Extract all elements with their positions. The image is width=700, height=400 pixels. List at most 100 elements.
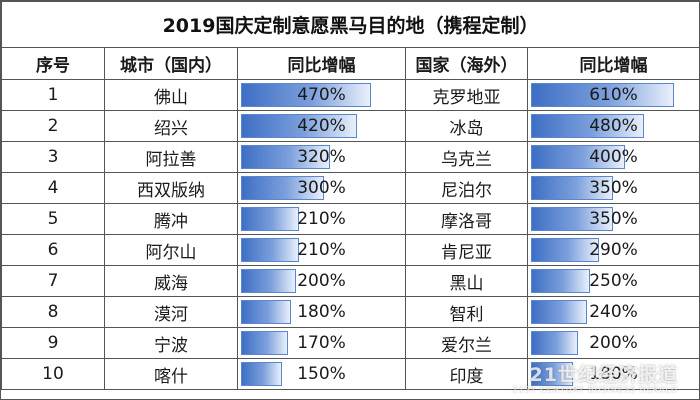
growth-value: 180% <box>589 364 638 384</box>
cell-city: 漠河 <box>104 296 238 328</box>
cell-country: 肯尼亚 <box>405 234 528 266</box>
cell-rank: 9 <box>1 327 105 359</box>
cell-city: 宁波 <box>104 327 238 359</box>
cell-country-growth: 480% <box>526 110 700 142</box>
table-row: 7 威海 200% 黑山 250% <box>1 265 700 297</box>
growth-value: 210% <box>297 240 346 260</box>
growth-value: 300% <box>297 178 346 198</box>
title-row: 2019国庆定制意愿黑马目的地（携程定制） <box>0 1 700 48</box>
cell-city-growth: 150% <box>237 358 406 390</box>
growth-value: 350% <box>589 209 638 229</box>
cell-country-growth: 400% <box>526 141 700 173</box>
header-city: 城市（国内） <box>104 47 238 80</box>
growth-bar <box>531 114 644 138</box>
cell-country: 摩洛哥 <box>405 203 528 235</box>
growth-bar <box>241 269 296 293</box>
growth-value: 240% <box>589 302 638 322</box>
cell-city: 佛山 <box>104 79 238 111</box>
growth-value: 350% <box>589 178 638 198</box>
growth-value: 150% <box>297 364 346 384</box>
cell-country-growth: 250% <box>526 265 700 297</box>
growth-value: 170% <box>297 333 346 353</box>
growth-bar <box>531 207 613 231</box>
table-row: 9 宁波 170% 爱尔兰 200% <box>1 327 700 359</box>
cell-country: 克罗地亚 <box>405 79 528 111</box>
growth-bar <box>241 331 288 355</box>
cell-city: 西双版纳 <box>104 172 238 204</box>
cell-city-growth: 200% <box>237 265 406 297</box>
cell-country: 乌克兰 <box>405 141 528 173</box>
cell-country: 黑山 <box>405 265 528 297</box>
table-row: 1 佛山 470% 克罗地亚 610% <box>1 79 700 111</box>
cell-country: 印度 <box>405 358 528 390</box>
cell-rank: 6 <box>1 234 105 266</box>
growth-bar <box>531 300 587 324</box>
table-row: 4 西双版纳 300% 尼泊尔 350% <box>1 172 700 204</box>
header-row: 序号 城市（国内） 同比增幅 国家（海外） 同比增幅 <box>1 47 700 80</box>
cell-country-growth: 350% <box>526 203 700 235</box>
cell-rank: 2 <box>1 110 105 142</box>
cell-city-growth: 180% <box>237 296 406 328</box>
growth-value: 610% <box>589 85 638 105</box>
growth-bar <box>241 362 282 386</box>
cell-rank: 10 <box>1 358 105 390</box>
cell-country-growth: 610% <box>526 79 700 111</box>
cell-city: 威海 <box>104 265 238 297</box>
ranking-table: 2019国庆定制意愿黑马目的地（携程定制） 序号 城市（国内） 同比增幅 国家（… <box>0 1 700 390</box>
growth-bar <box>531 238 599 262</box>
cell-city-growth: 470% <box>237 79 406 111</box>
growth-value: 470% <box>297 85 346 105</box>
cell-country: 尼泊尔 <box>405 172 528 204</box>
growth-bar <box>241 238 299 262</box>
growth-bar <box>531 83 674 107</box>
growth-bar <box>531 362 573 386</box>
header-country-growth: 同比增幅 <box>526 47 700 80</box>
cell-country-growth: 240% <box>526 296 700 328</box>
cell-city-growth: 320% <box>237 141 406 173</box>
growth-bar <box>241 83 371 107</box>
cell-country-growth: 200% <box>526 327 700 359</box>
cell-rank: 1 <box>1 79 105 111</box>
cell-city-growth: 300% <box>237 172 406 204</box>
growth-value: 180% <box>297 302 346 322</box>
growth-bar <box>531 145 625 169</box>
table-row: 10 喀什 150% 印度 180% <box>1 358 700 390</box>
growth-bar <box>531 269 590 293</box>
cell-city: 绍兴 <box>104 110 238 142</box>
growth-bar <box>531 331 578 355</box>
growth-bar <box>241 207 299 231</box>
cell-country-growth: 180% <box>526 358 700 390</box>
header-country: 国家（海外） <box>405 47 528 80</box>
cell-city-growth: 210% <box>237 203 406 235</box>
cell-city-growth: 210% <box>237 234 406 266</box>
growth-value: 400% <box>589 147 638 167</box>
cell-rank: 3 <box>1 141 105 173</box>
growth-bar <box>241 300 291 324</box>
cell-city: 阿拉善 <box>104 141 238 173</box>
cell-country-growth: 290% <box>526 234 700 266</box>
growth-bar <box>241 114 357 138</box>
cell-city-growth: 170% <box>237 327 406 359</box>
cell-country: 冰岛 <box>405 110 528 142</box>
growth-value: 210% <box>297 209 346 229</box>
growth-value: 290% <box>589 240 638 260</box>
cell-country-growth: 350% <box>526 172 700 204</box>
cell-city: 阿尔山 <box>104 234 238 266</box>
table-title: 2019国庆定制意愿黑马目的地（携程定制） <box>0 1 700 48</box>
growth-value: 320% <box>297 147 346 167</box>
cell-city: 腾冲 <box>104 203 238 235</box>
growth-value: 480% <box>589 116 638 136</box>
table-row: 8 漠河 180% 智利 240% <box>1 296 700 328</box>
growth-bar <box>531 176 613 200</box>
cell-city: 喀什 <box>104 358 238 390</box>
header-rank: 序号 <box>1 47 105 80</box>
cell-rank: 7 <box>1 265 105 297</box>
table-row: 6 阿尔山 210% 肯尼亚 290% <box>1 234 700 266</box>
cell-rank: 4 <box>1 172 105 204</box>
growth-value: 200% <box>589 333 638 353</box>
header-city-growth: 同比增幅 <box>237 47 406 80</box>
cell-rank: 8 <box>1 296 105 328</box>
growth-bar <box>241 176 324 200</box>
growth-value: 200% <box>297 271 346 291</box>
